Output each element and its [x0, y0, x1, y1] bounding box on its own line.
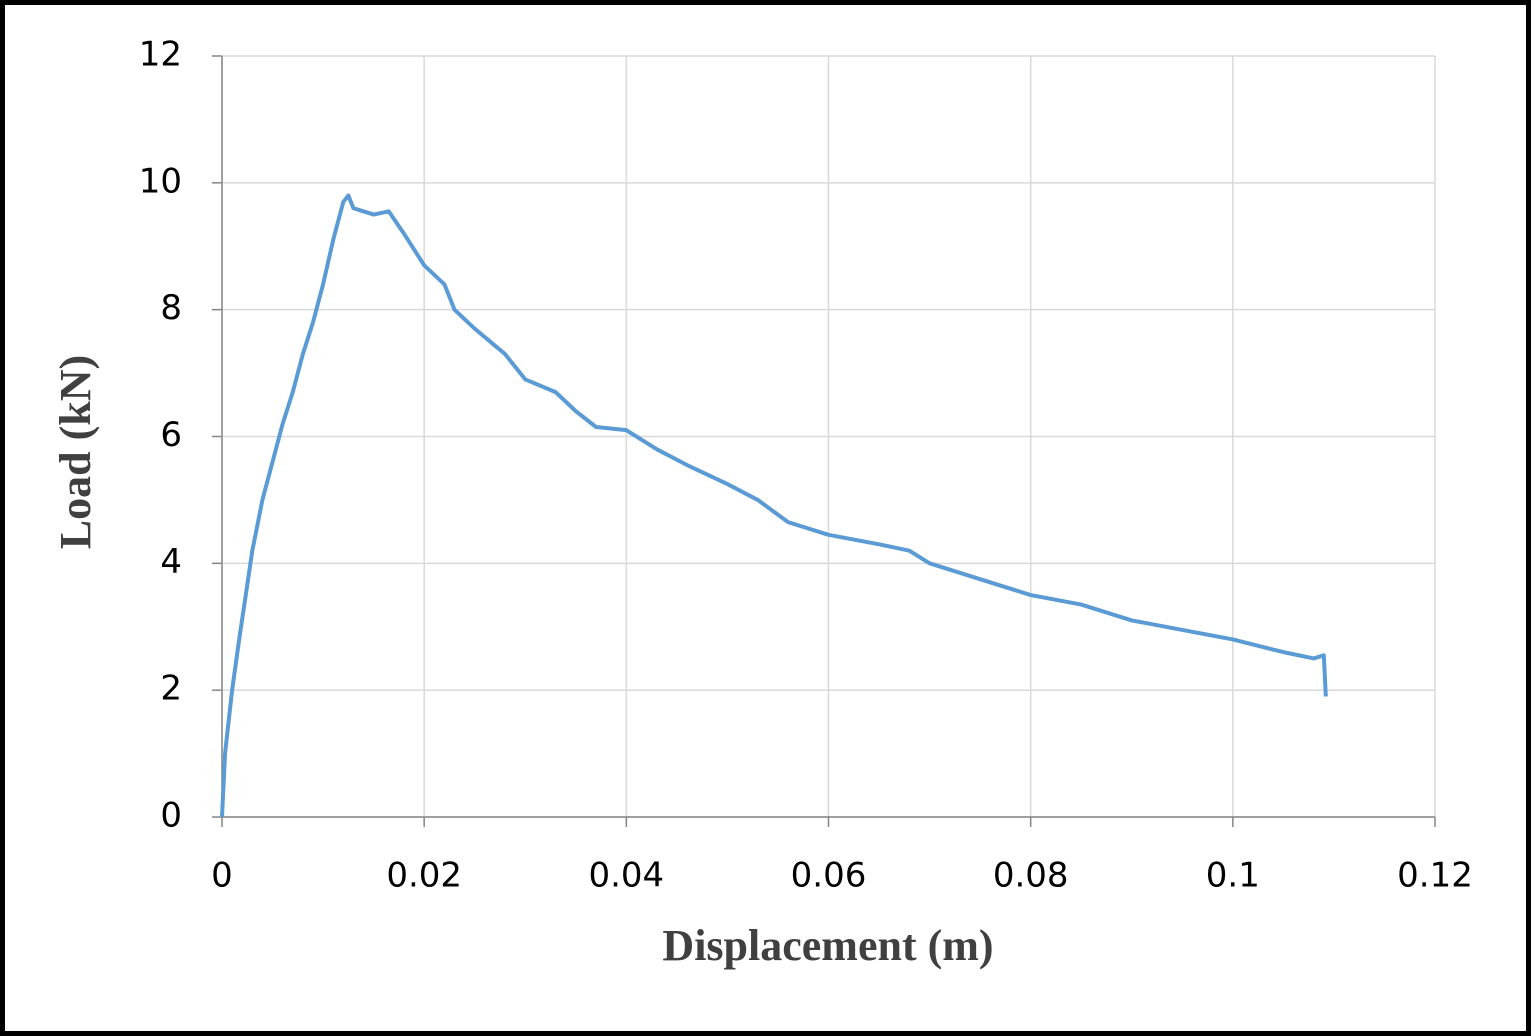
x-tick-label: 0.04 — [588, 856, 664, 896]
x-tick-label: 0.1 — [1206, 856, 1260, 896]
data-line — [220, 193, 1328, 818]
x-axis-title: Displacement (m) — [662, 921, 993, 970]
y-tick-label: 2 — [160, 669, 182, 709]
x-tick-label: 0.06 — [791, 856, 867, 896]
y-tick-label: 10 — [139, 161, 182, 201]
y-tick-label: 12 — [139, 35, 182, 75]
y-tick-label: 8 — [160, 288, 182, 328]
x-tick-label: 0.12 — [1397, 856, 1473, 896]
y-axis-title: Load (kN) — [51, 355, 100, 549]
y-tick-label: 0 — [160, 796, 182, 836]
x-tick-label: 0.08 — [993, 856, 1069, 896]
y-tick-label: 4 — [160, 542, 182, 582]
x-tick-label: 0 — [211, 856, 233, 896]
y-tick-label: 6 — [160, 415, 182, 455]
x-tick-label: 0.02 — [386, 856, 462, 896]
